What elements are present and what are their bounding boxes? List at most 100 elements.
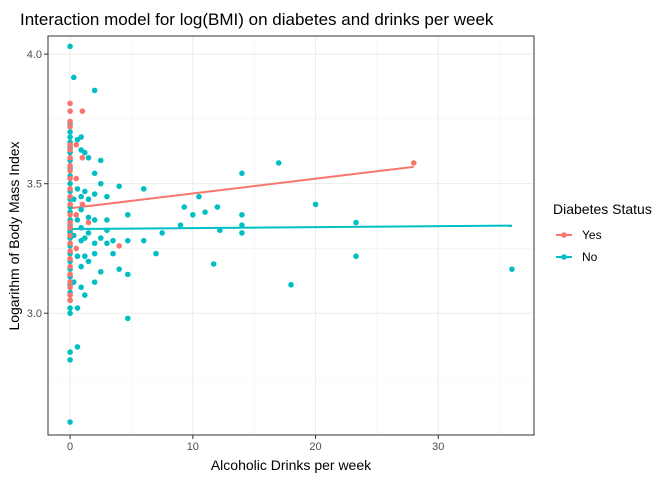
data-point-no — [288, 281, 294, 288]
data-point-yes — [79, 108, 86, 114]
panel-border — [47, 35, 535, 436]
data-point-yes — [67, 284, 73, 291]
fit-line-no — [70, 224, 512, 231]
data-point-yes — [73, 142, 80, 148]
y-axis-ticks: 3.0 3.5 4.0 — [27, 49, 48, 320]
data-point-no — [91, 170, 98, 177]
data-point-no — [217, 227, 223, 234]
data-point-no — [140, 237, 147, 244]
data-point-yes — [67, 279, 73, 285]
x-axis-ticks: 0 10 20 30 — [67, 435, 444, 453]
data-point-no — [78, 206, 84, 213]
x-tick-label: 30 — [432, 441, 444, 453]
data-point-no — [85, 230, 92, 236]
data-point-yes — [67, 292, 73, 298]
data-point-no — [74, 305, 81, 311]
data-point-yes — [85, 219, 92, 226]
data-point-no — [177, 222, 184, 228]
data-point-no — [509, 266, 515, 272]
data-point-no — [124, 211, 131, 218]
data-point-yes — [67, 297, 73, 304]
data-point-no — [124, 237, 131, 244]
legend-label-no: No — [582, 250, 598, 264]
data-point-no — [181, 204, 188, 210]
data-point-no — [85, 214, 92, 221]
fit-line-yes — [69, 165, 414, 210]
data-point-yes — [67, 123, 73, 130]
data-point-no — [239, 230, 245, 236]
data-point-no — [104, 240, 110, 247]
data-point-no — [74, 344, 81, 350]
data-point-no — [97, 268, 104, 275]
data-point-no — [104, 193, 110, 200]
legend-label-yes: Yes — [582, 228, 602, 242]
data-point-no — [97, 235, 104, 241]
data-point-yes — [67, 211, 73, 218]
legend-key-point-yes — [561, 232, 567, 238]
data-point-yes — [410, 160, 417, 166]
data-point-no — [74, 186, 81, 192]
data-point-no — [78, 263, 84, 270]
data-point-yes — [67, 271, 73, 278]
y-axis-title: Logarithm of Body Mass Index — [6, 141, 22, 330]
data-point-no — [82, 149, 88, 156]
data-point-no — [78, 134, 84, 140]
data-point-yes — [73, 211, 80, 218]
data-point-yes — [67, 162, 73, 169]
data-point-yes — [67, 219, 73, 226]
data-point-no — [110, 237, 116, 244]
data-point-yes — [79, 154, 86, 161]
legend-items: Yes No — [556, 228, 602, 264]
data-point-no — [67, 134, 73, 140]
data-point-no — [74, 253, 81, 260]
data-point-no — [85, 258, 92, 265]
x-tick-label: 20 — [309, 441, 321, 453]
data-point-no — [74, 217, 81, 223]
data-point-yes — [73, 175, 80, 182]
data-point-yes — [67, 240, 73, 247]
data-point-no — [116, 183, 122, 190]
data-point-no — [116, 266, 122, 272]
data-point-no — [202, 209, 208, 215]
data-point-yes — [67, 201, 73, 208]
data-point-no — [67, 310, 73, 317]
data-point-no — [67, 419, 73, 425]
data-point-no — [140, 186, 147, 192]
data-point-no — [70, 74, 77, 81]
data-points — [67, 43, 515, 425]
chart-title: Interaction model for log(BMI) on diabet… — [20, 10, 494, 29]
data-point-no — [104, 217, 110, 223]
data-point-no — [67, 180, 73, 187]
data-point-no — [91, 279, 98, 285]
data-point-no — [67, 357, 73, 363]
data-point-yes — [67, 154, 73, 161]
data-point-yes — [67, 232, 73, 239]
data-point-no — [67, 305, 73, 311]
data-point-no — [91, 191, 98, 197]
legend-key-point-no — [561, 254, 567, 260]
data-point-no — [82, 235, 88, 241]
data-point-yes — [67, 167, 73, 174]
data-point-yes — [67, 108, 73, 114]
data-point-yes — [73, 245, 80, 252]
data-point-yes — [67, 224, 73, 231]
y-tick-label: 3.5 — [27, 179, 42, 191]
data-point-no — [67, 129, 73, 135]
data-point-no — [67, 43, 73, 50]
grid-layer — [48, 36, 534, 435]
legend: Diabetes Status Yes No — [553, 201, 652, 264]
data-point-no — [239, 222, 245, 228]
data-point-no — [124, 271, 131, 278]
data-point-yes — [67, 193, 73, 200]
data-point-yes — [67, 186, 73, 192]
data-point-no — [239, 170, 245, 177]
data-point-yes — [79, 201, 86, 208]
data-point-yes — [67, 248, 73, 254]
data-point-yes — [67, 175, 73, 182]
data-point-yes — [116, 243, 122, 249]
data-point-no — [78, 284, 84, 291]
data-point-no — [82, 292, 88, 298]
data-point-no — [91, 217, 98, 223]
data-point-no — [275, 160, 282, 166]
